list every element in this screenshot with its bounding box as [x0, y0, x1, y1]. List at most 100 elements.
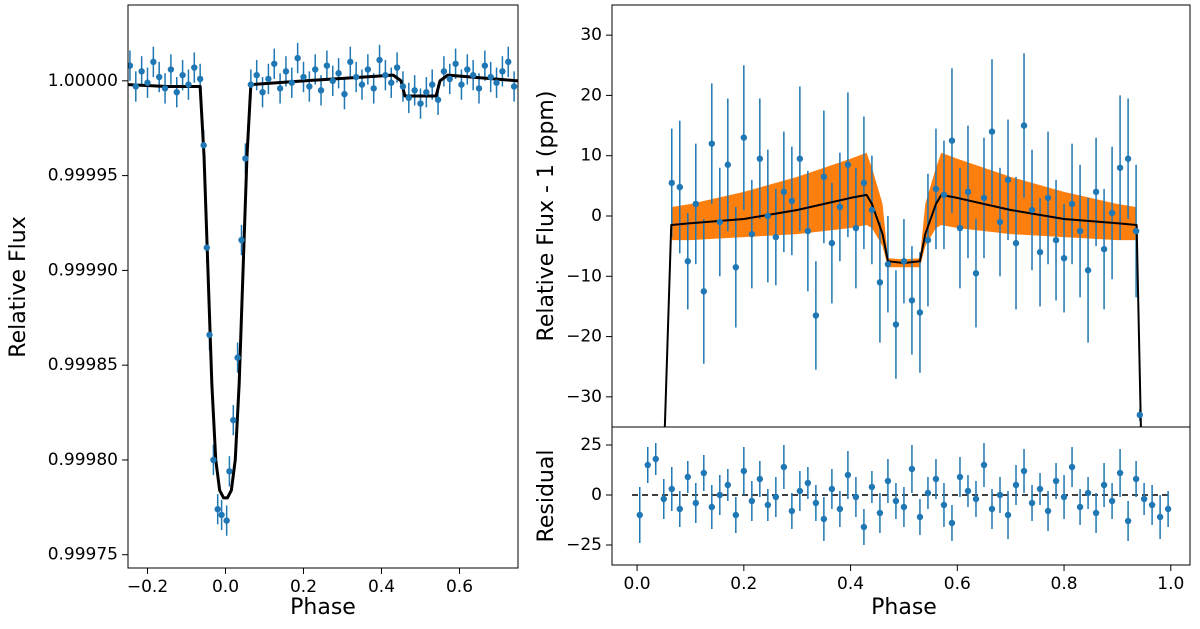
x-axis-label: Phase — [290, 595, 356, 620]
data-point — [724, 481, 732, 489]
axes-frame — [611, 426, 1191, 566]
x-tick-label: 0.6 — [944, 574, 971, 594]
y-tick-label: −10 — [566, 266, 602, 286]
data-point — [200, 142, 207, 149]
data-point — [167, 66, 175, 73]
x-axis-label: Phase — [871, 595, 937, 620]
data-point — [940, 191, 948, 199]
data-point — [740, 134, 748, 141]
data-point — [924, 489, 932, 497]
data-point — [668, 485, 675, 493]
y-tick-label: −25 — [566, 535, 602, 555]
data-point — [876, 279, 884, 286]
data-point — [972, 495, 980, 503]
uncertainty-band — [671, 152, 1137, 268]
data-point — [1052, 477, 1060, 485]
data-point — [1108, 497, 1116, 505]
y-tick-label: 0.99995 — [48, 166, 118, 186]
data-point — [908, 465, 916, 473]
data-point — [405, 94, 412, 102]
y-tick-label: 10 — [580, 146, 602, 166]
data-point — [980, 194, 988, 202]
data-point — [312, 66, 319, 73]
data-point — [282, 68, 290, 75]
data-point — [1076, 227, 1084, 235]
data-point — [972, 270, 980, 277]
data-point — [464, 66, 471, 73]
data-point — [429, 81, 436, 88]
data-point — [708, 503, 716, 511]
data-point — [724, 161, 732, 168]
data-point — [884, 261, 892, 268]
model-line — [128, 73, 518, 500]
data-point — [238, 236, 245, 244]
data-point — [748, 497, 756, 505]
data-point — [860, 179, 868, 187]
data-point — [499, 68, 506, 75]
data-point — [676, 183, 683, 191]
x-tick-label: 0.0 — [212, 577, 239, 597]
data-point — [900, 258, 908, 265]
data-point — [796, 487, 804, 495]
data-point — [196, 75, 204, 83]
data-point — [481, 62, 489, 69]
data-point — [900, 503, 908, 511]
x-tick-label: 0.2 — [290, 577, 317, 597]
data-point — [948, 137, 956, 144]
data-point — [764, 212, 772, 220]
data-point — [1028, 206, 1036, 214]
data-point — [1136, 411, 1144, 419]
x-tick-label: 0.0 — [624, 574, 651, 594]
data-point — [510, 83, 518, 90]
data-point — [908, 297, 916, 304]
data-point — [636, 511, 643, 519]
data-point — [708, 140, 716, 147]
data-point — [161, 85, 169, 92]
data-point — [399, 83, 407, 90]
data-point — [487, 73, 494, 81]
data-point — [932, 475, 940, 483]
data-point — [1148, 501, 1156, 509]
y-axis-label: Relative Flux - 1 (ppm) — [534, 91, 559, 342]
data-point — [132, 83, 139, 90]
data-point — [820, 515, 828, 523]
data-point — [317, 87, 325, 94]
y-tick-label: 20 — [580, 85, 602, 105]
data-point — [996, 491, 1004, 499]
data-point — [732, 511, 740, 519]
data-point — [1012, 481, 1020, 489]
data-point — [788, 507, 796, 515]
data-point — [716, 491, 724, 499]
data-point — [1060, 493, 1068, 501]
data-point — [676, 505, 683, 513]
data-point — [505, 58, 512, 66]
data-point — [288, 79, 295, 86]
data-point — [434, 96, 442, 103]
data-point — [812, 499, 820, 507]
data-point — [772, 493, 780, 501]
data-point — [644, 461, 651, 469]
data-point — [323, 62, 331, 69]
data-point — [660, 495, 667, 503]
data-point — [804, 479, 812, 487]
data-point — [242, 155, 249, 162]
y-tick-label: 25 — [580, 435, 602, 455]
data-point — [1164, 505, 1172, 513]
data-point — [440, 68, 448, 75]
data-point — [206, 331, 213, 339]
y-tick-label: 0 — [591, 485, 602, 505]
data-point — [652, 455, 659, 463]
data-point — [852, 224, 860, 232]
data-point — [352, 73, 360, 81]
y-tick-label: −20 — [566, 327, 602, 347]
data-point — [1036, 248, 1044, 256]
data-point — [956, 224, 964, 232]
data-point — [876, 509, 884, 517]
data-point — [924, 236, 932, 244]
x-tick-label: 0.4 — [837, 574, 864, 594]
data-point — [1108, 209, 1116, 217]
data-point — [964, 188, 972, 196]
data-point — [382, 71, 389, 79]
data-point — [393, 64, 401, 71]
